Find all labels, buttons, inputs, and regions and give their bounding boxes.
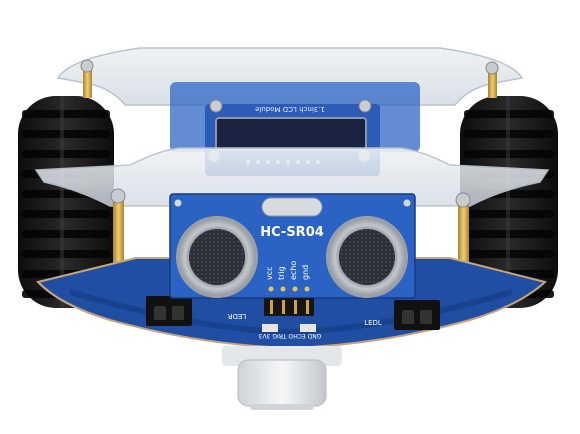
right-transducer xyxy=(326,216,408,298)
led-left-label: LEDR xyxy=(228,312,247,320)
middle-acrylic-plate xyxy=(34,147,550,207)
caster-wheel xyxy=(222,346,342,410)
crystal-oscillator xyxy=(261,197,323,217)
standoff-rear-left xyxy=(83,66,92,98)
pin-header xyxy=(264,298,314,316)
standoff-front-left xyxy=(113,198,124,308)
lcd-module-label: 1.3inch LCD Module xyxy=(255,105,325,113)
pin-gnd-label: gnd xyxy=(301,265,310,280)
right-ir-sensor xyxy=(394,300,440,330)
silk-bottom-label: GND ECHO TRIG 3V3 xyxy=(258,332,321,339)
pin-vcc-label: vcc xyxy=(265,266,274,280)
pin-trig-label: trig xyxy=(277,266,286,280)
pin-echo-label: echo xyxy=(289,261,298,280)
left-transducer xyxy=(176,216,258,298)
ultrasonic-sensor: HC-SR04 vcc trig echo gnd xyxy=(169,193,416,299)
led-right-label: LEDL xyxy=(364,319,382,327)
oled-screen xyxy=(215,117,367,151)
standoff-rear-right xyxy=(488,68,497,98)
left-ir-sensor xyxy=(146,296,192,326)
sensor-model-label: HC-SR04 xyxy=(260,225,324,240)
standoff-front-right xyxy=(458,202,469,308)
